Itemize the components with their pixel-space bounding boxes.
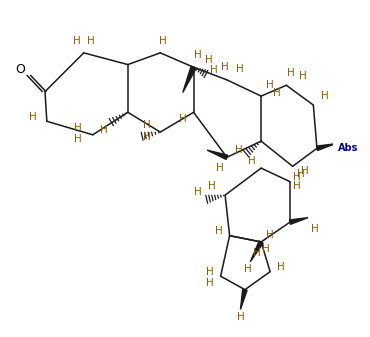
Text: H: H (273, 88, 281, 98)
Text: H: H (302, 166, 309, 176)
Text: H: H (143, 120, 151, 130)
Polygon shape (289, 218, 308, 224)
Text: O: O (15, 63, 25, 75)
Polygon shape (250, 241, 263, 262)
Text: H: H (369, 154, 370, 164)
Text: H: H (205, 55, 213, 65)
Polygon shape (316, 144, 335, 151)
Text: H: H (253, 248, 260, 258)
Text: H: H (73, 36, 80, 46)
Text: H: H (287, 68, 295, 78)
Text: H: H (311, 224, 319, 234)
Text: H: H (244, 264, 252, 274)
Text: H: H (293, 181, 301, 191)
Text: H: H (266, 80, 274, 90)
Text: Abs: Abs (338, 143, 359, 153)
Text: H: H (221, 62, 229, 72)
Text: H: H (100, 125, 107, 135)
Text: H: H (206, 278, 214, 288)
Text: H: H (299, 71, 306, 81)
Text: H: H (209, 65, 217, 75)
Text: H: H (143, 132, 151, 142)
Text: H: H (87, 36, 95, 46)
Text: H: H (208, 181, 215, 191)
Text: H: H (30, 112, 37, 122)
Text: H: H (262, 244, 269, 254)
Text: H: H (297, 170, 305, 179)
Polygon shape (183, 66, 196, 92)
Text: H: H (236, 312, 244, 322)
Text: H: H (293, 172, 301, 182)
Polygon shape (207, 150, 228, 159)
Text: H: H (74, 123, 82, 132)
Text: H: H (179, 115, 187, 124)
Text: H: H (74, 134, 82, 144)
Text: H: H (206, 267, 214, 277)
Text: H: H (321, 91, 329, 101)
Text: H: H (159, 36, 167, 46)
Text: H: H (277, 262, 285, 272)
Polygon shape (240, 289, 247, 309)
Text: H: H (248, 156, 256, 166)
Text: H: H (194, 187, 202, 197)
Text: H: H (194, 50, 202, 60)
Text: H: H (266, 230, 274, 240)
Text: H: H (235, 145, 242, 155)
Text: H: H (236, 64, 243, 74)
Text: H: H (215, 226, 223, 236)
Text: H: H (216, 163, 223, 173)
FancyBboxPatch shape (334, 139, 363, 158)
